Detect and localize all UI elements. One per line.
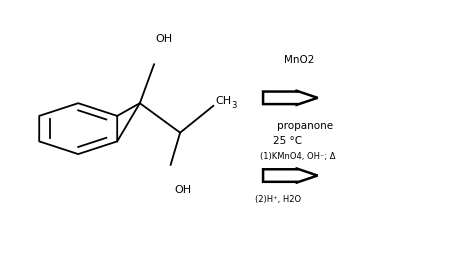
Text: OH: OH (174, 185, 191, 195)
Text: OH: OH (155, 34, 172, 44)
Text: 3: 3 (231, 100, 236, 110)
Polygon shape (263, 91, 318, 105)
Text: (1)KMnO4, OH⁻; Δ: (1)KMnO4, OH⁻; Δ (260, 152, 335, 161)
Text: 25 °C: 25 °C (273, 136, 302, 146)
Polygon shape (263, 169, 318, 183)
Text: (2)H⁺, H2O: (2)H⁺, H2O (255, 195, 301, 204)
Text: propanone: propanone (277, 121, 333, 131)
Text: MnO2: MnO2 (284, 55, 315, 65)
Text: CH: CH (216, 95, 232, 106)
